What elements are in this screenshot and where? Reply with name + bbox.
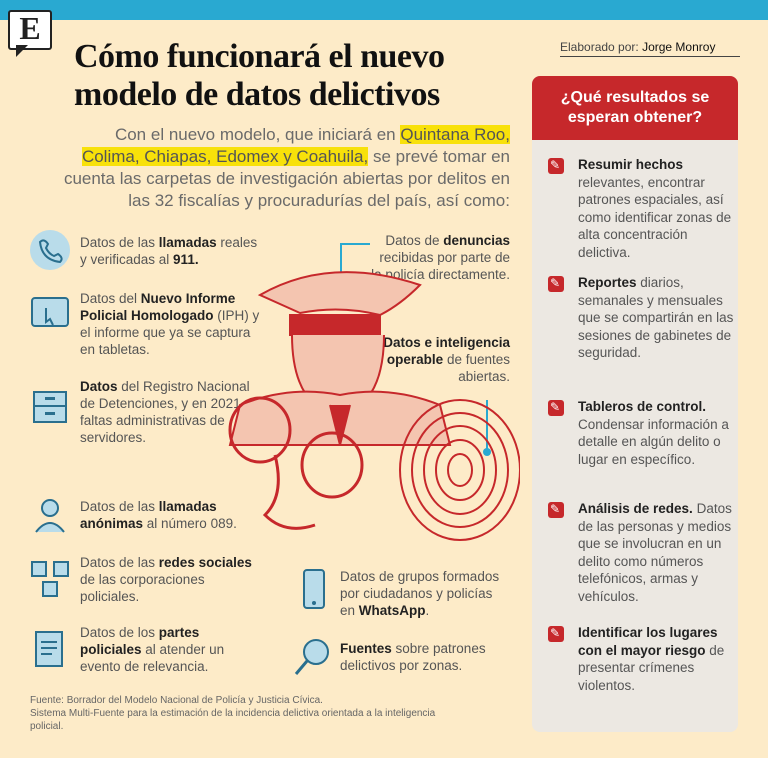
- result-5-text: de presentar crímenes violentos.: [578, 642, 725, 693]
- byline-prefix: Elaborado por:: [560, 40, 639, 54]
- result-item-4: Análisis de redes. Datos de las personas…: [548, 500, 738, 605]
- result-1-bold: Resumir hechos: [578, 157, 684, 172]
- item-whatsapp-groups: Datos de grupos formados por ciudadanos …: [340, 568, 510, 619]
- item-iph-text-b: Nuevo Informe Policial Homologado: [80, 291, 236, 323]
- item-detentions-text-b: Datos: [80, 379, 118, 394]
- result-5-bold: Identificar los lugares con el mayor rie…: [578, 625, 718, 658]
- magnifier-icon: [294, 639, 329, 675]
- results-panel: ¿Qué resultados se esperan obtener? Resu…: [532, 76, 738, 732]
- result-3-text: Condensar información a detalle en algún…: [578, 416, 729, 467]
- item-iph-text-c: (IPH) y el informe que ya se captura en …: [80, 308, 260, 357]
- item-police-reports: Datos de los partes policiales al atende…: [80, 624, 260, 675]
- item-911-text-c: reales y verificadas al: [80, 235, 258, 267]
- item-911-text-b: llamadas: [158, 235, 217, 250]
- results-panel-heading: ¿Qué resultados se esperan obtener?: [532, 76, 738, 140]
- top-color-bar: [0, 0, 768, 20]
- source-line-1: Fuente: Borrador del Modelo Nacional de …: [30, 695, 323, 706]
- item-anon-text-a: Datos de las: [80, 499, 159, 514]
- item-source-patterns: Fuentes sobre patrones delictivos por zo…: [340, 640, 510, 674]
- check-edit-icon: [548, 625, 564, 643]
- result-2-bold: Reportes: [578, 275, 637, 290]
- title-line-2: modelo de datos delictivos: [74, 76, 440, 113]
- result-item-3: Tableros de control. Condensar informaci…: [548, 398, 738, 468]
- item-social-text-a: Datos de las: [80, 555, 159, 570]
- item-911-calls: Datos de las llamadas reales y verificad…: [80, 234, 260, 268]
- item-911-text-a: Datos de las: [80, 235, 159, 250]
- result-item-1: Resumir hechos relevantes, encontrar pat…: [548, 156, 738, 261]
- item-iph: Datos del Nuevo Informe Policial Homolog…: [80, 290, 260, 358]
- source-line-2: Sistema Multi-Fuente para la estimación …: [30, 708, 436, 732]
- item-anonymous-calls: Datos de las llamadas anónimas al número…: [80, 498, 260, 532]
- connector-dot-intel: [483, 448, 491, 456]
- result-3-bold: Tableros de control.: [578, 399, 707, 414]
- item-intel-text-b: Datos e inteligencia operable: [383, 335, 510, 367]
- intro-highlight-1: Quintana Roo,: [400, 125, 510, 144]
- smartphone-icon: [303, 569, 325, 609]
- item-anon-text-c: al número 089.: [143, 516, 237, 531]
- call-operator-icon: [35, 499, 65, 533]
- intro-part-2: se prevé tomar en cuenta las carpetas de…: [63, 147, 510, 210]
- byline: Elaborado por: Jorge Monroy: [560, 40, 740, 57]
- connector-line-complaints: [340, 244, 342, 294]
- document-report-icon: [35, 631, 63, 667]
- check-edit-icon: [548, 399, 564, 417]
- page-title: Cómo funcionará el nuevo modelo de datos…: [74, 38, 524, 114]
- result-item-2: Reportes diarios, semanales y mensuales …: [548, 274, 738, 362]
- item-parts-text-c: al atender un evento de relevancia.: [80, 642, 225, 674]
- item-complaints-text-c: recibidas por parte de la policía direct…: [371, 250, 510, 282]
- item-whatsapp-text-b: WhatsApp: [358, 603, 426, 618]
- intro-highlight-2: Colima, Chiapas, Edomex y Coahuila,: [81, 147, 369, 166]
- check-edit-icon: [548, 501, 564, 519]
- item-detentions: Datos del Registro Nacional de Detencion…: [80, 378, 260, 446]
- logo-speech-tail: [16, 45, 28, 57]
- social-network-icon: [31, 561, 69, 597]
- logo-letter: E: [19, 10, 41, 46]
- item-anon-text-b: llamadas anónimas: [80, 499, 217, 531]
- item-iph-text-a: Datos del: [80, 291, 141, 306]
- item-complaints: Datos de denuncias recibidas por parte d…: [370, 232, 510, 283]
- result-4-text: Datos de las personas y medios que se in…: [578, 501, 732, 604]
- title-line-1: Cómo funcionará el nuevo: [74, 38, 445, 75]
- byline-author: Jorge Monroy: [642, 40, 716, 54]
- check-edit-icon: [548, 275, 564, 293]
- result-item-5: Identificar los lugares con el mayor rie…: [548, 624, 738, 694]
- check-edit-icon: [548, 157, 564, 175]
- filing-cabinet-icon: [33, 391, 67, 423]
- police-officer-illustration: [228, 271, 520, 541]
- item-911-text-d: 911.: [173, 252, 199, 267]
- intro-paragraph: Con el nuevo modelo, que iniciará en Qui…: [40, 124, 510, 212]
- item-complaints-text-b: denuncias: [443, 233, 510, 248]
- item-fuentes-text-b: Fuentes: [340, 641, 392, 656]
- item-intel-text-c: de fuentes abiertas.: [443, 352, 510, 384]
- result-4-bold: Análisis de redes.: [578, 501, 693, 516]
- publication-logo: E: [8, 10, 52, 57]
- connector-line-complaints-h: [340, 243, 370, 245]
- item-detentions-text-c: del Registro Nacional de Detenciones, y …: [80, 379, 250, 445]
- result-2-text: diarios, semanales y mensuales que se co…: [578, 275, 734, 360]
- phone-call-icon: [30, 230, 70, 270]
- item-open-intelligence: Datos e inteligencia operable de fuentes…: [370, 334, 510, 385]
- result-1-text: relevantes, encontrar patrones espaciale…: [578, 174, 732, 260]
- item-complaints-text-a: Datos de: [385, 233, 444, 248]
- intro-part-1: Con el nuevo modelo, que iniciará en: [114, 125, 401, 144]
- item-whatsapp-text-a: Datos de grupos formados por ciudadanos …: [340, 569, 500, 618]
- connector-line-intel: [486, 400, 488, 452]
- item-fuentes-text-c: sobre patrones delictivos por zonas.: [340, 641, 486, 673]
- item-parts-text-b: partes policiales: [80, 625, 200, 657]
- item-social-networks: Datos de las redes sociales de las corpo…: [80, 554, 260, 605]
- item-social-text-c: de las corporaciones policiales.: [80, 572, 205, 604]
- item-whatsapp-text-c: .: [425, 603, 430, 618]
- item-social-text-b: redes sociales: [158, 555, 252, 570]
- tablet-touch-icon: [31, 297, 69, 327]
- item-parts-text-a: Datos de los: [80, 625, 159, 640]
- source-note: Fuente: Borrador del Modelo Nacional de …: [30, 694, 450, 733]
